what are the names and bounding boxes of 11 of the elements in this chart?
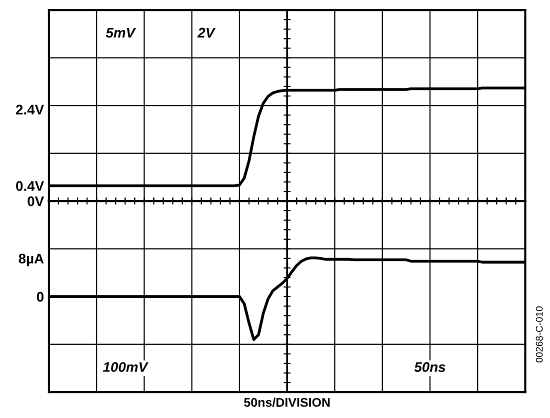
y-tick-label: 0 <box>36 292 44 302</box>
text: 00268-C-010 <box>536 306 543 362</box>
y-tick-label: 2.4V <box>16 104 44 114</box>
y-tick-label: 0V <box>28 196 44 206</box>
y-tick-label: 0.4V <box>16 181 44 191</box>
y-tick-label: 8µA <box>18 254 44 266</box>
annotation: 5mV <box>106 28 136 38</box>
annotation: 2V <box>197 28 216 38</box>
x-axis-title: 50ns/DIVISION <box>244 398 330 407</box>
annotation: 50ns <box>414 362 446 372</box>
annotation: 100mV <box>102 362 149 372</box>
